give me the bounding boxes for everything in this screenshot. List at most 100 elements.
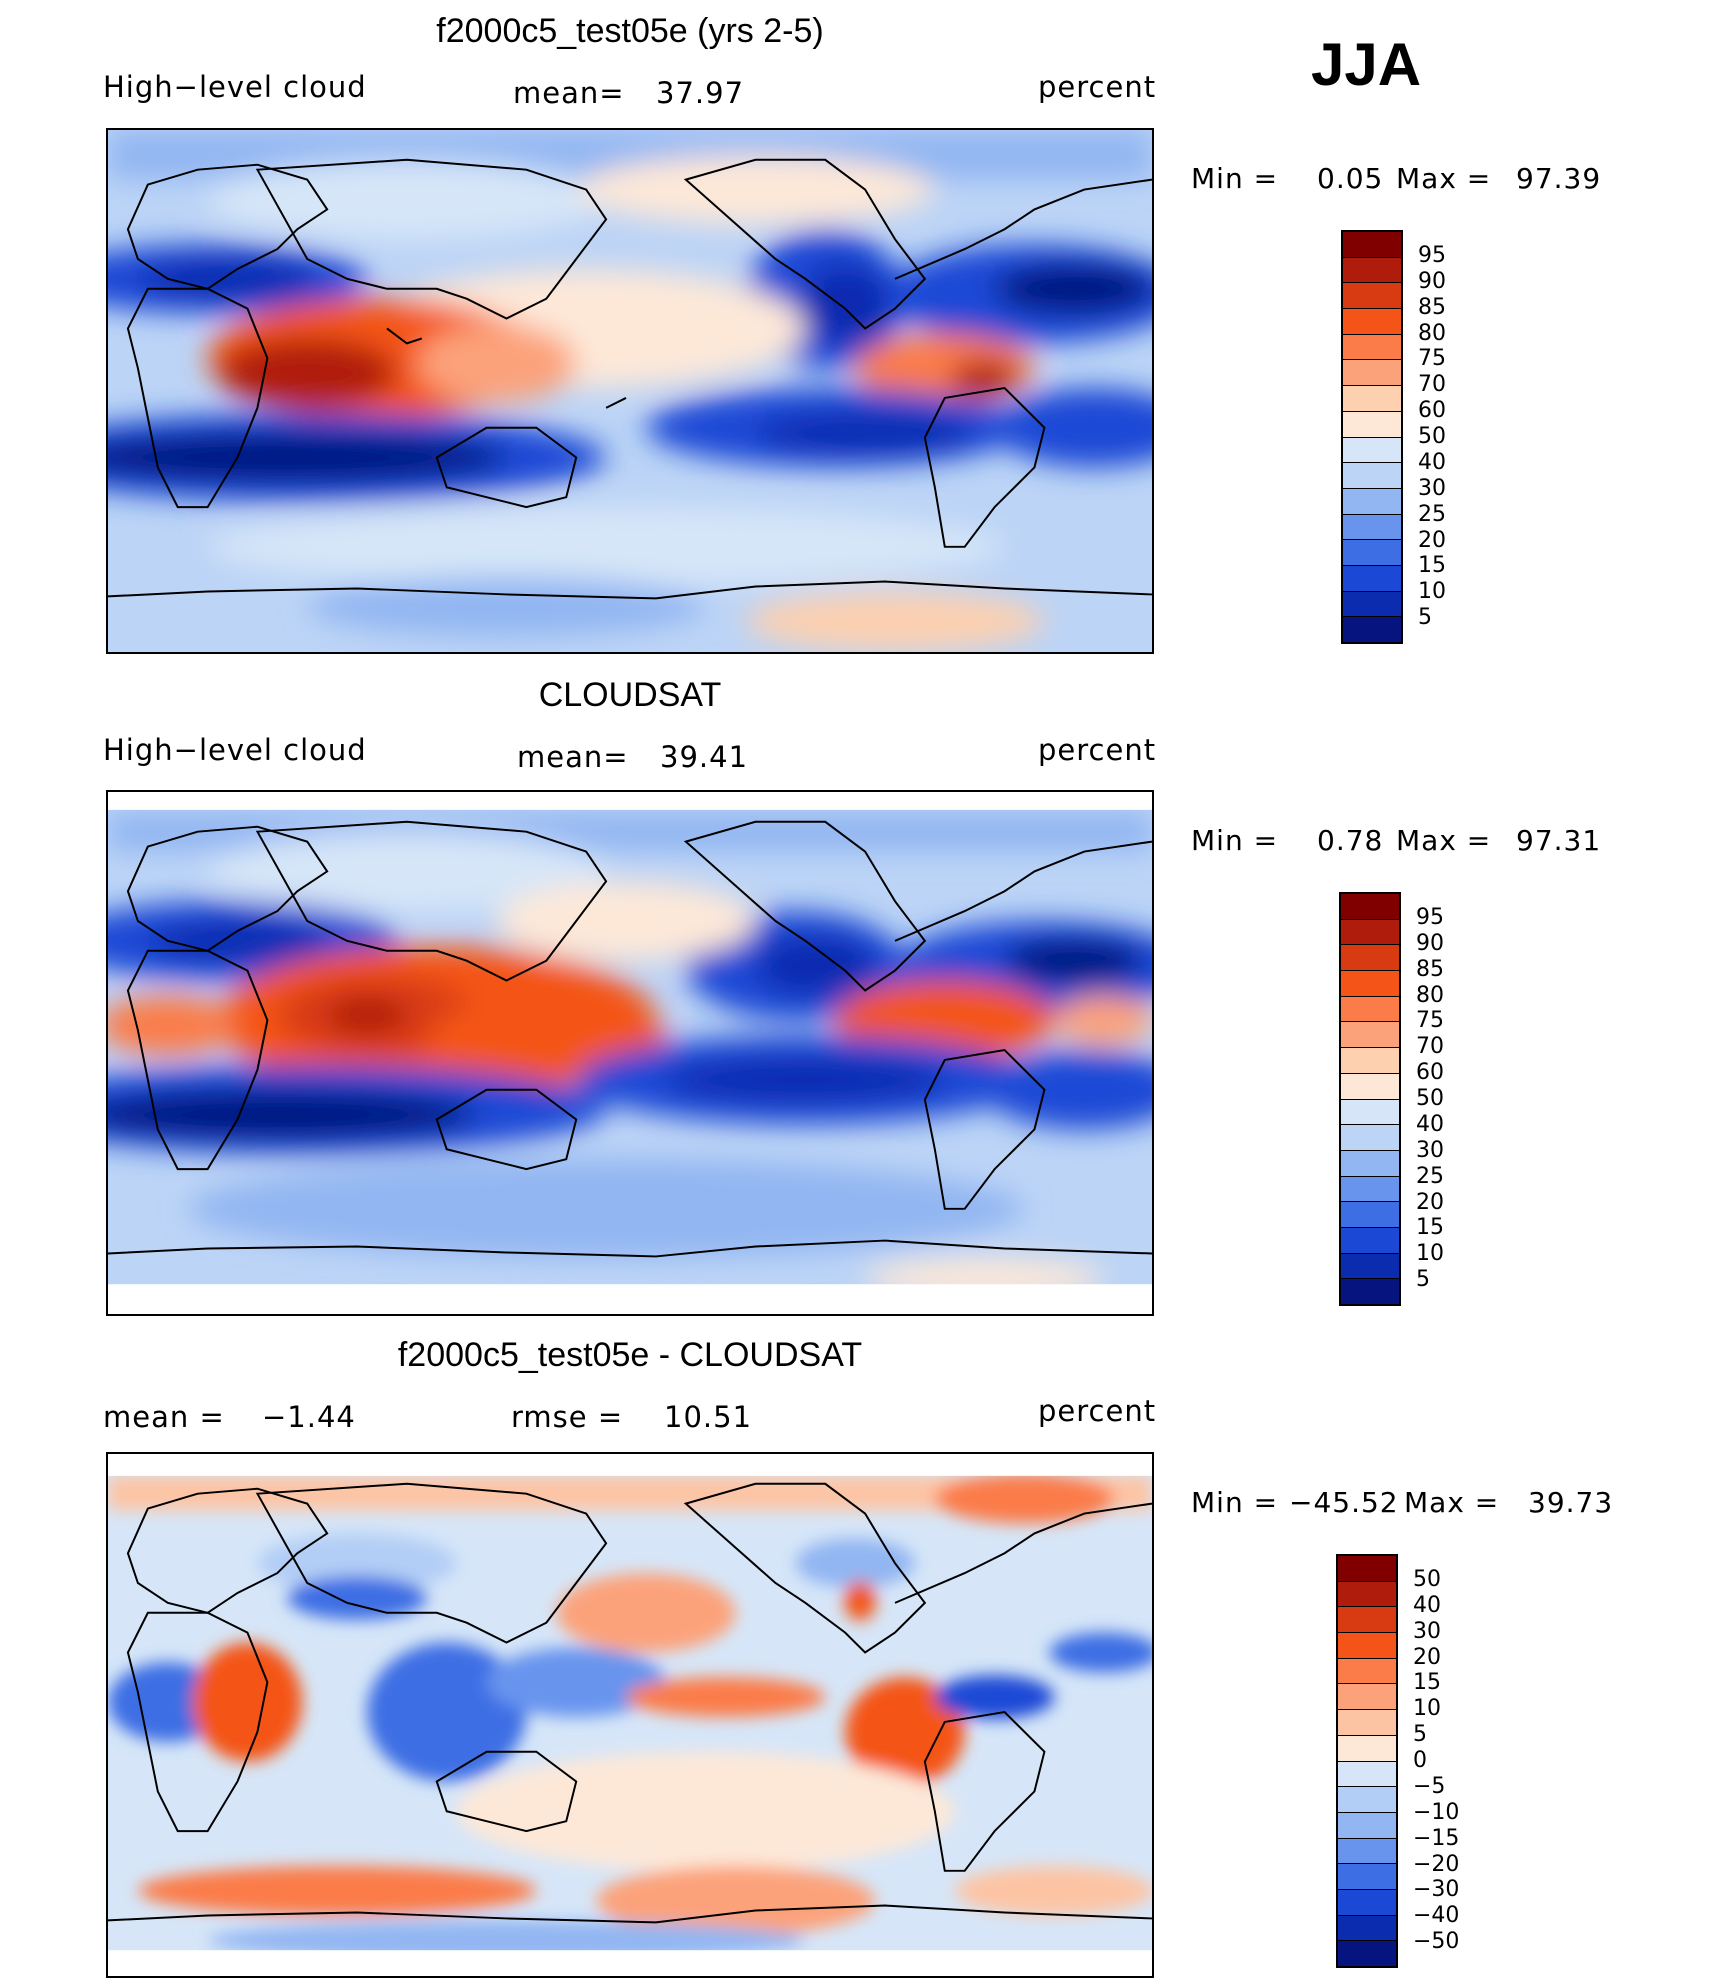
coastlines-middle bbox=[108, 820, 1152, 1258]
colorbar-swatch bbox=[1338, 1683, 1396, 1710]
min-label: Min = bbox=[1191, 1486, 1279, 1519]
max-label: Max = bbox=[1396, 824, 1492, 857]
colorbar-swatch bbox=[1338, 1606, 1396, 1633]
panel-title-diff: f2000c5_test05e - CLOUDSAT bbox=[397, 1336, 863, 1374]
colorbar-tick-label: 60 bbox=[1416, 1060, 1444, 1086]
colorbar-tick-label: 50 bbox=[1416, 1086, 1444, 1111]
colorbar-tick-label: 15 bbox=[1416, 1215, 1444, 1241]
mean-value: 37.97 bbox=[656, 76, 745, 110]
colorbar-swatch bbox=[1338, 1709, 1396, 1735]
colorbar-tick-label: −5 bbox=[1413, 1773, 1446, 1799]
colorbar-tick-label: 25 bbox=[1416, 1163, 1444, 1189]
colorbar-swatch bbox=[1338, 1556, 1396, 1581]
min-label: Min = bbox=[1191, 162, 1279, 195]
colorbar-tick-label: 70 bbox=[1418, 372, 1446, 398]
colorbar-swatch bbox=[1338, 1914, 1396, 1941]
colorbar-tick-label: 15 bbox=[1418, 553, 1446, 579]
colorbar-swatch bbox=[1343, 539, 1401, 565]
colorbar-tick-label: 40 bbox=[1413, 1592, 1441, 1618]
colorbar-swatch bbox=[1338, 1940, 1396, 1966]
min-value: −45.52 bbox=[1289, 1486, 1399, 1519]
colorbar-swatch bbox=[1338, 1863, 1396, 1889]
colorbar-swatch bbox=[1341, 1098, 1399, 1125]
colorbar-tick-label: 0 bbox=[1413, 1748, 1427, 1773]
max-label: Max = bbox=[1396, 162, 1492, 195]
colorbar-swatch bbox=[1338, 1786, 1396, 1812]
colorbar-tick-label: 40 bbox=[1416, 1111, 1444, 1137]
max-value: 39.73 bbox=[1528, 1486, 1614, 1519]
rmse-label: rmse = bbox=[511, 1400, 624, 1434]
colorbar-tick-label: 20 bbox=[1416, 1189, 1444, 1215]
colorbar-swatch bbox=[1341, 1072, 1399, 1099]
colorbar-diff bbox=[1336, 1554, 1398, 1968]
colorbar-tick-label: 10 bbox=[1416, 1241, 1444, 1267]
colorbar-swatch bbox=[1338, 1734, 1396, 1761]
colorbar-model bbox=[1341, 230, 1403, 644]
colorbar-tick-label: −30 bbox=[1413, 1877, 1460, 1903]
colorbar-swatch bbox=[1343, 513, 1401, 540]
colorbar-swatch bbox=[1341, 894, 1399, 919]
colorbar-swatch bbox=[1341, 1124, 1399, 1150]
variable-label: High−level cloud bbox=[103, 733, 367, 767]
colorbar-swatch bbox=[1341, 1226, 1399, 1253]
min-value: 0.78 bbox=[1317, 824, 1384, 857]
colorbar-tick-label: 20 bbox=[1418, 527, 1446, 553]
mean-value: −1.44 bbox=[262, 1400, 356, 1434]
colorbar-swatch bbox=[1338, 1888, 1396, 1915]
colorbar-swatch bbox=[1343, 616, 1401, 642]
colorbar-swatch bbox=[1341, 1278, 1399, 1304]
variable-label: High−level cloud bbox=[103, 70, 367, 104]
colorbar-tick-label: −15 bbox=[1413, 1825, 1460, 1851]
colorbar-swatch bbox=[1338, 1837, 1396, 1864]
colorbar-swatch bbox=[1343, 256, 1401, 283]
colorbar-swatch bbox=[1341, 1047, 1399, 1073]
colorbar-swatch bbox=[1341, 918, 1399, 945]
rmse-value: 10.51 bbox=[664, 1400, 753, 1434]
colorbar-swatch bbox=[1338, 1811, 1396, 1838]
colorbar-swatch bbox=[1341, 970, 1399, 996]
colorbar-tick-label: 50 bbox=[1413, 1566, 1441, 1592]
colorbar-swatch bbox=[1341, 1175, 1399, 1202]
panel-title-model: f2000c5_test05e (yrs 2-5) bbox=[436, 12, 824, 50]
colorbar-tick-label: 10 bbox=[1413, 1696, 1441, 1722]
colorbar-tick-label: 20 bbox=[1413, 1644, 1441, 1670]
map-obs bbox=[106, 790, 1154, 1316]
colorbar-tick-label: −10 bbox=[1413, 1799, 1460, 1825]
mean-value: 39.41 bbox=[660, 740, 749, 774]
coastlines-top bbox=[108, 158, 1152, 600]
colorbar-swatch bbox=[1343, 436, 1401, 463]
colorbar-tick-label: 40 bbox=[1418, 449, 1446, 475]
min-value: 0.05 bbox=[1317, 162, 1384, 195]
mean-label: mean = bbox=[103, 1400, 225, 1434]
colorbar-swatch bbox=[1343, 333, 1401, 360]
colorbar-tick-label: −40 bbox=[1413, 1903, 1460, 1929]
colorbar-swatch bbox=[1343, 410, 1401, 437]
colorbar-swatch bbox=[1341, 1252, 1399, 1279]
colorbar-tick-label: 90 bbox=[1416, 930, 1444, 956]
map-diff bbox=[106, 1452, 1154, 1978]
max-value: 97.39 bbox=[1516, 162, 1602, 195]
colorbar-tick-label: 95 bbox=[1416, 904, 1444, 930]
map-model-field bbox=[108, 130, 1152, 652]
colorbar-obs bbox=[1339, 892, 1401, 1306]
units-label: percent bbox=[1038, 733, 1157, 767]
colorbar-swatch bbox=[1343, 385, 1401, 411]
panel-title-obs: CLOUDSAT bbox=[538, 676, 722, 714]
colorbar-tick-label: 85 bbox=[1416, 956, 1444, 982]
colorbar-swatch bbox=[1341, 1021, 1399, 1048]
map-model bbox=[106, 128, 1154, 654]
colorbar-tick-label: 15 bbox=[1413, 1670, 1441, 1696]
colorbar-tick-label: 50 bbox=[1418, 424, 1446, 449]
colorbar-tick-label: 90 bbox=[1418, 268, 1446, 294]
units-label: percent bbox=[1038, 1394, 1157, 1428]
season-label: JJA bbox=[1311, 31, 1422, 98]
colorbar-swatch bbox=[1338, 1632, 1396, 1658]
colorbar-swatch bbox=[1343, 487, 1401, 514]
colorbar-tick-label: 5 bbox=[1416, 1267, 1430, 1293]
map-obs-field bbox=[108, 792, 1152, 1314]
mean-label: mean= bbox=[517, 740, 629, 774]
colorbar-tick-label: 30 bbox=[1418, 475, 1446, 501]
colorbar-swatch bbox=[1341, 1149, 1399, 1176]
map-diff-field bbox=[108, 1454, 1152, 1976]
colorbar-swatch bbox=[1343, 308, 1401, 334]
